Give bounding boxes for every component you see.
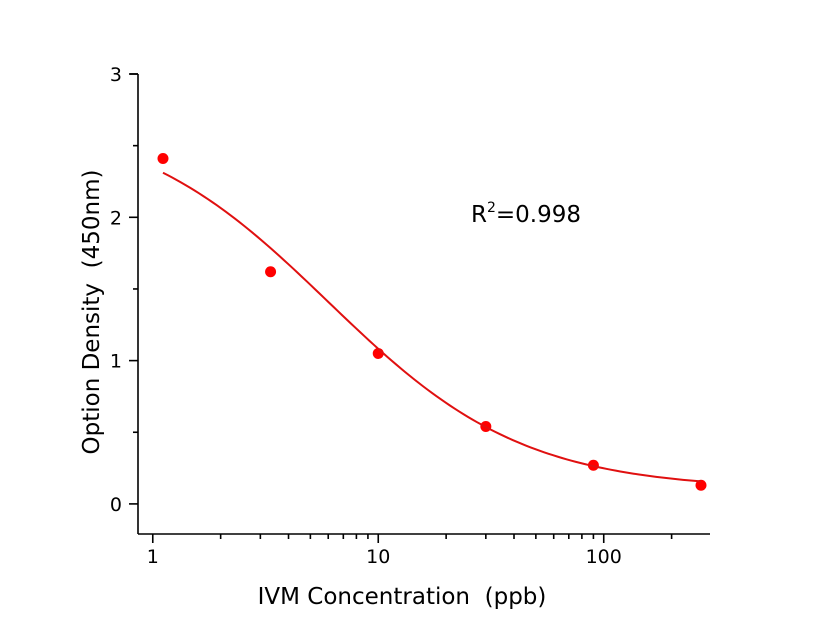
x-ticks: 1 10 100 — [147, 534, 673, 568]
y-axis-title: Option Density (450nm) — [79, 170, 105, 455]
series — [157, 153, 707, 491]
r-squared-base: R — [471, 202, 487, 228]
x-tick-label: 100 — [586, 546, 622, 568]
data-point — [157, 153, 169, 165]
y-tick-label: 2 — [110, 207, 122, 229]
x-tick-label: 1 — [147, 546, 159, 568]
y-tick-label: 3 — [110, 64, 122, 86]
r-squared-value: =0.998 — [496, 202, 581, 228]
axes — [137, 74, 710, 535]
data-point — [695, 479, 707, 491]
x-axis-title: IVM Concentration (ppb) — [258, 584, 547, 610]
y-tick-label: 1 — [110, 351, 122, 373]
y-tick-label: 0 — [110, 494, 122, 516]
r-squared-superscript: 2 — [487, 200, 496, 216]
y-ticks: 0 1 2 3 — [110, 64, 138, 516]
r-squared-annotation: R2=0.998 — [471, 200, 581, 228]
fit-curve — [162, 171, 702, 483]
data-point — [265, 266, 277, 278]
x-tick-label: 10 — [366, 546, 390, 568]
